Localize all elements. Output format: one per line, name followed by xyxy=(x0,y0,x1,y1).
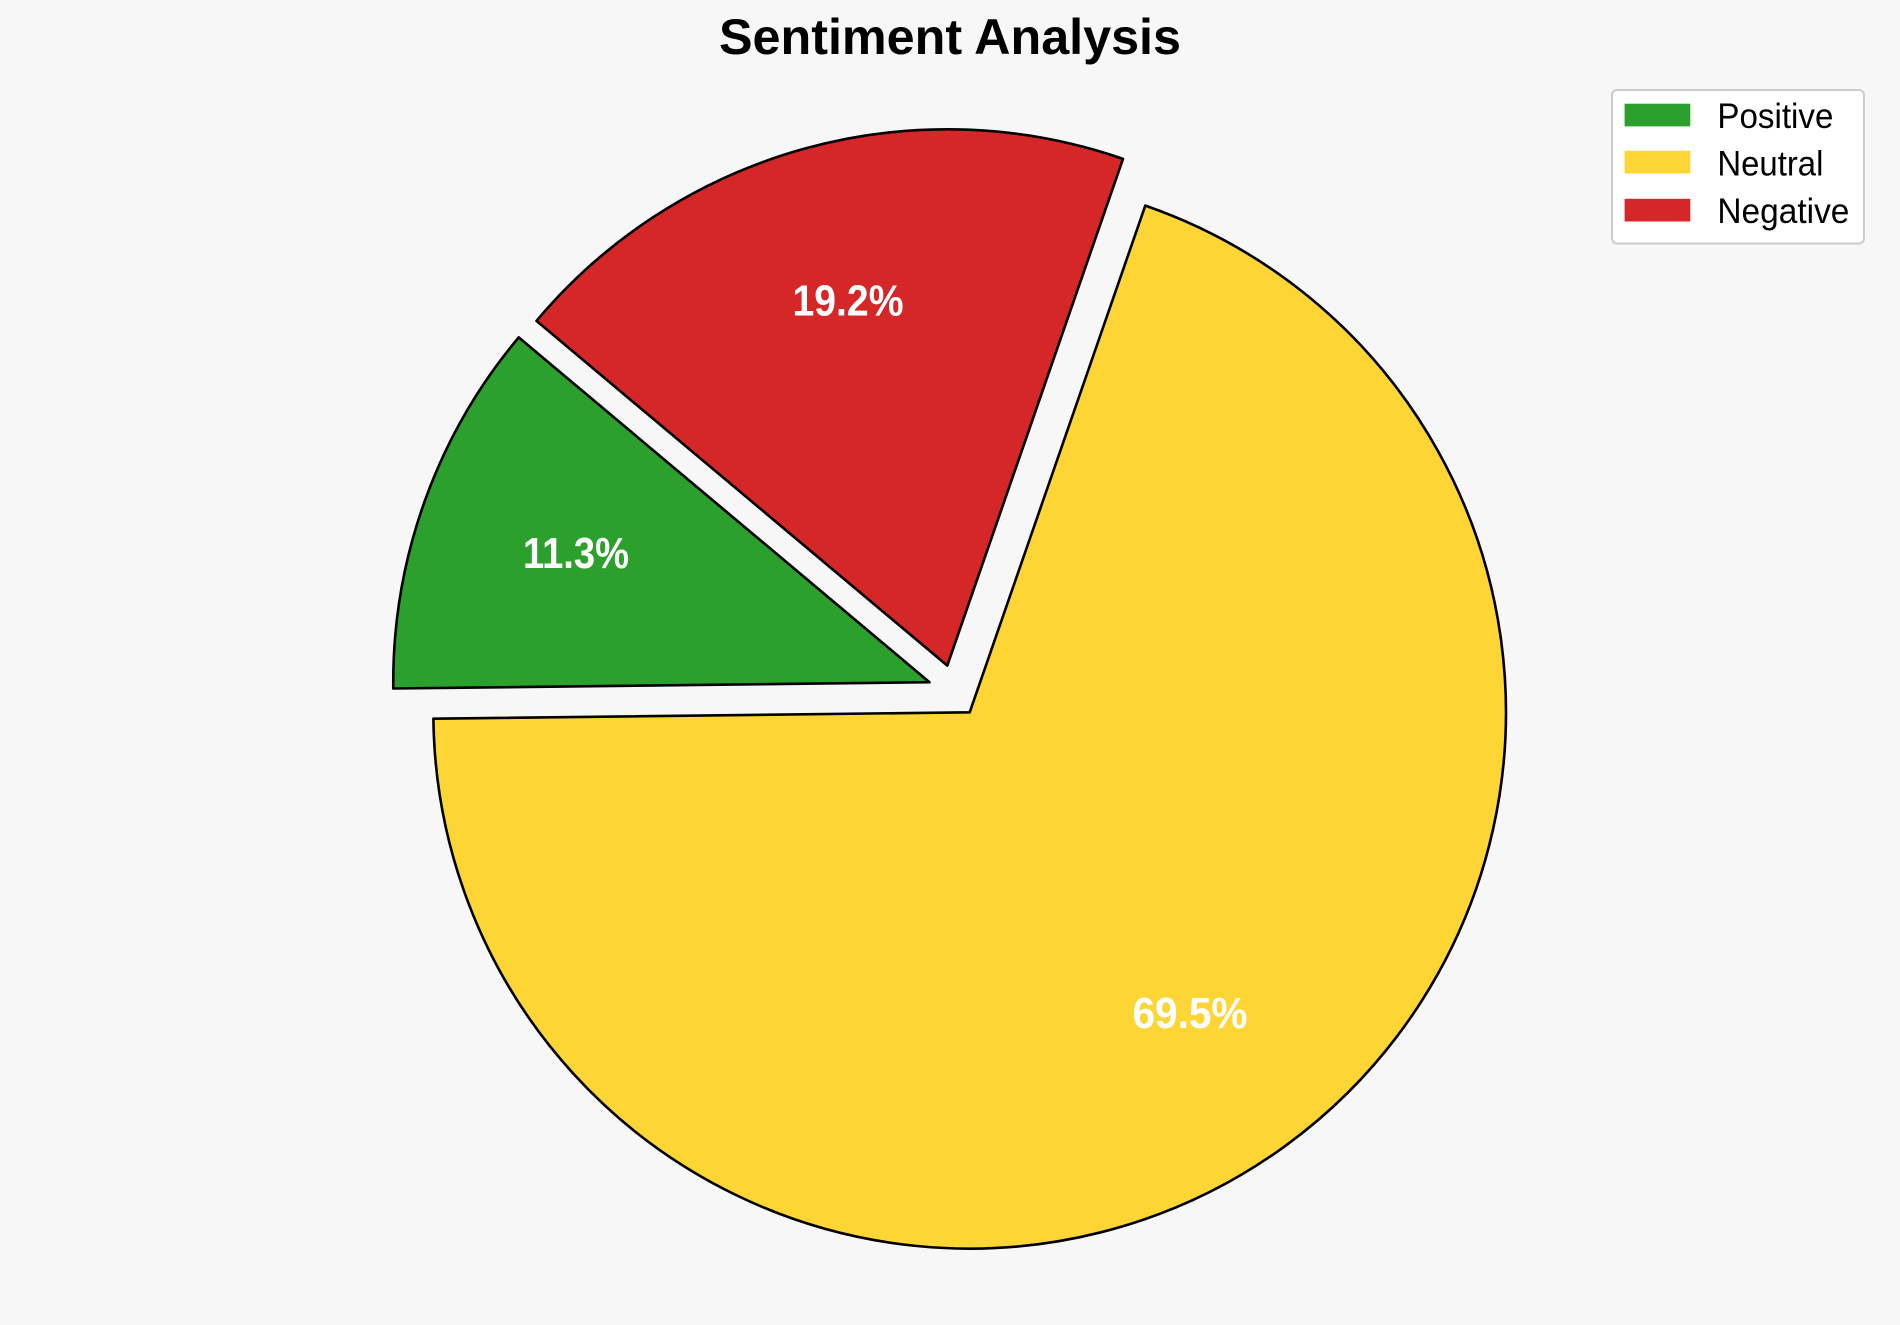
svg-text:19.2%: 19.2% xyxy=(793,277,904,326)
svg-text:69.5%: 69.5% xyxy=(1133,989,1248,1038)
svg-text:Positive: Positive xyxy=(1717,97,1833,136)
svg-text:Sentiment Analysis: Sentiment Analysis xyxy=(719,9,1181,65)
svg-text:11.3%: 11.3% xyxy=(523,529,629,578)
svg-text:Negative: Negative xyxy=(1717,192,1849,231)
svg-text:Neutral: Neutral xyxy=(1717,144,1823,183)
